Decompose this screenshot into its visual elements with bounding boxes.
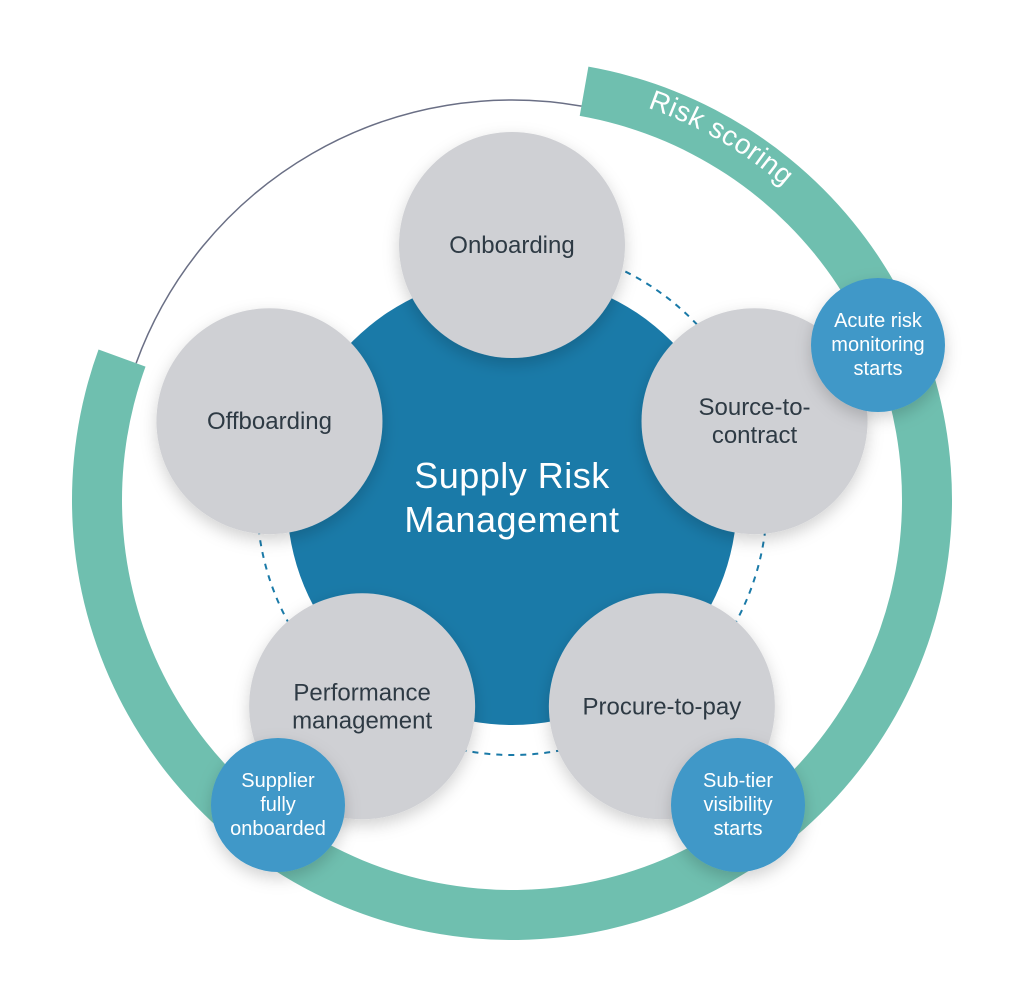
center-title-line1: Supply Risk (414, 455, 610, 496)
callout-0-line-2: starts (854, 358, 903, 380)
callout-1-line-0: Sub-tier (703, 770, 773, 792)
callout-2-line-1: fully (260, 794, 296, 816)
callout-0-line-1: monitoring (831, 334, 924, 356)
stage-label-0: Onboarding (449, 232, 574, 259)
stage-label-1-line1: Source-to- (698, 394, 810, 421)
stage-label-4: Offboarding (207, 408, 332, 435)
stage-label-3-line2: management (292, 707, 432, 734)
center-title-line2: Management (404, 499, 619, 540)
callout-0-line-0: Acute risk (834, 310, 923, 332)
callout-2-line-0: Supplier (241, 770, 315, 792)
callout-1-line-1: visibility (704, 794, 773, 816)
stage-label-2: Procure-to-pay (583, 693, 742, 720)
stage-label-3-line1: Performance (293, 679, 430, 706)
callout-1-line-2: starts (714, 818, 763, 840)
stage-label-1-line2: contract (712, 422, 798, 449)
supply-risk-diagram: Risk scoringSupply RiskManagementOnboard… (0, 0, 1024, 981)
callout-2-line-2: onboarded (230, 818, 326, 840)
